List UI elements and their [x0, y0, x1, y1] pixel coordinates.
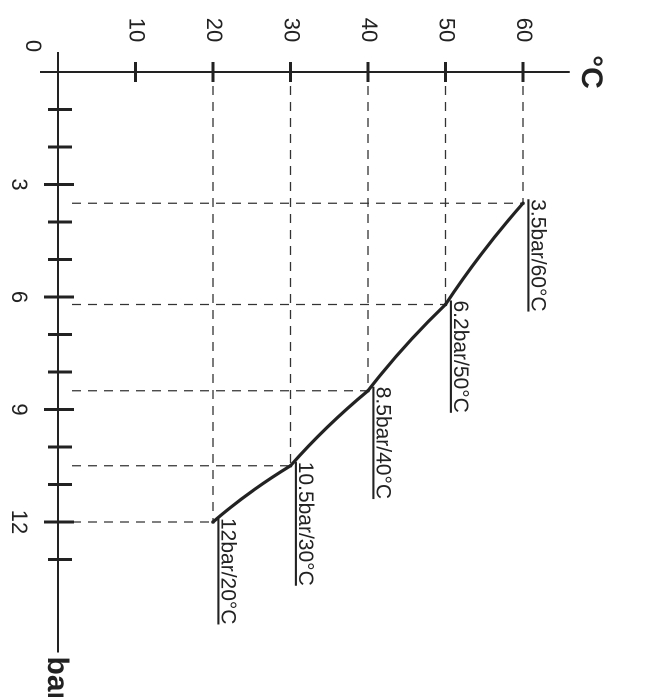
- pressure-tick-label-9: 9: [7, 403, 32, 415]
- pressure-axis-label: bar: [41, 657, 74, 697]
- data-point-3: [288, 463, 293, 468]
- data-point-4: [211, 520, 215, 524]
- data-label-1: 6.2bar/50°C: [449, 301, 472, 413]
- guide-lines: [72, 86, 524, 523]
- temperature-tick-label-40: 40: [357, 18, 382, 42]
- pressure-tick-label-12: 12: [7, 510, 32, 534]
- data-label-3: 10.5bar/30°C: [294, 462, 317, 586]
- origin-label: 0: [21, 40, 46, 52]
- data-label-0: 3.5bar/60°C: [526, 199, 549, 311]
- temperature-axis-label: °C: [575, 55, 608, 89]
- data-labels: 3.5bar/60°C 6.2bar/50°C 8.5bar/40°C 10.5bar…: [216, 199, 549, 624]
- temperature-tick-label-10: 10: [125, 18, 150, 42]
- temperature-tick-label-30: 30: [280, 18, 305, 42]
- data-series: [211, 201, 525, 524]
- axes: [40, 52, 570, 653]
- data-point-2: [366, 388, 370, 393]
- axis-labels: bar °C: [41, 55, 608, 697]
- tick-labels: 0 3 6 9 12 10 20 30 40 50 60: [7, 18, 537, 534]
- tick-marks: [44, 62, 525, 561]
- temperature-tick-label-50: 50: [435, 18, 460, 42]
- data-point-1: [443, 302, 448, 307]
- data-label-4: 12bar/20°C: [216, 518, 239, 624]
- pressure-tick-label-3: 3: [7, 178, 32, 190]
- data-point-0: [521, 201, 525, 206]
- temperature-tick-label-20: 20: [202, 18, 227, 42]
- pressure-tick-label-6: 6: [7, 291, 32, 303]
- data-label-2: 8.5bar/40°C: [371, 387, 394, 499]
- temperature-tick-label-60: 60: [512, 18, 537, 42]
